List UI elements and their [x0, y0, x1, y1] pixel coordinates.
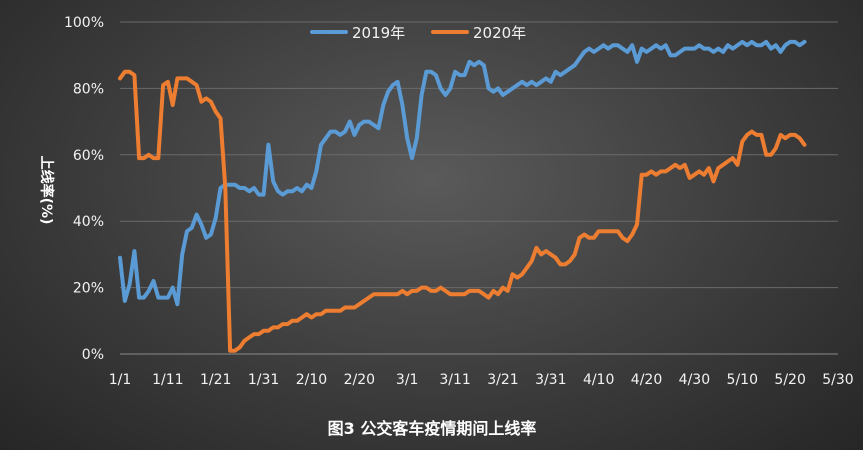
series-lines	[118, 39, 807, 353]
x-axis-ticks: 1/1 1/11 1/21 1/31 2/10 2/20 3/1 3/11 3/21 3/31 4/…	[109, 372, 854, 388]
x-tick-label: 3/31	[535, 372, 566, 388]
legend-label-1: 2019年	[352, 24, 405, 42]
y-tick-label: 40%	[73, 214, 104, 230]
y-tick-label: 20%	[73, 281, 104, 297]
x-tick-label: 3/11	[439, 372, 470, 388]
x-tick-label: 4/10	[583, 372, 614, 388]
x-tick-label: 4/30	[679, 372, 710, 388]
chart-caption: 图3 公交客车疫情期间上线率	[328, 419, 537, 438]
series-line-1	[118, 39, 807, 307]
y-tick-label: 0%	[82, 347, 104, 363]
y-axis-label: 上线率(%)	[38, 156, 55, 225]
y-tick-label: 100%	[64, 15, 104, 31]
y-tick-label: 60%	[73, 148, 104, 164]
y-tick-label: 80%	[73, 81, 104, 97]
x-tick-label: 1/31	[248, 372, 279, 388]
x-tick-label: 2/20	[344, 372, 375, 388]
x-tick-label: 5/10	[727, 372, 758, 388]
x-tick-label: 1/11	[152, 372, 183, 388]
x-tick-label: 1/21	[200, 372, 231, 388]
x-tick-label: 5/20	[774, 372, 805, 388]
x-tick-label: 1/1	[109, 372, 132, 388]
legend: 2019年 2020年	[310, 24, 526, 42]
x-tick-label: 3/21	[487, 372, 518, 388]
x-tick-label: 4/20	[631, 372, 662, 388]
legend-label-2: 2020年	[473, 24, 526, 42]
gridlines	[120, 21, 838, 355]
series-line-2	[118, 69, 807, 353]
x-tick-label: 5/30	[822, 372, 853, 388]
x-tick-label: 3/1	[396, 372, 419, 388]
x-tick-label: 2/10	[296, 372, 327, 388]
y-axis-ticks: 0% 20% 40% 60% 80% 100%	[64, 15, 104, 363]
